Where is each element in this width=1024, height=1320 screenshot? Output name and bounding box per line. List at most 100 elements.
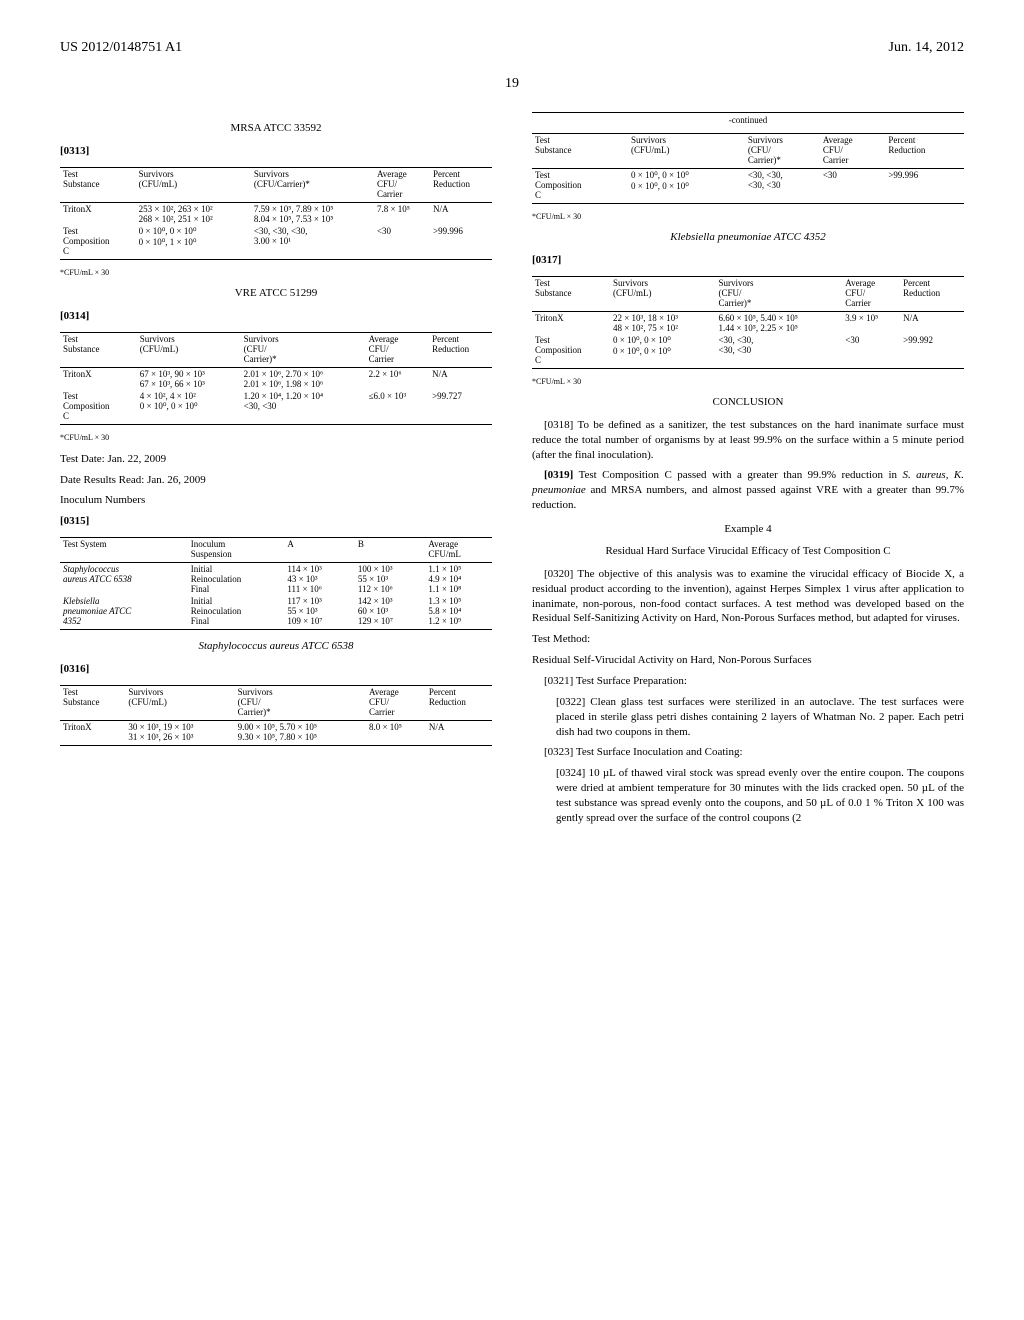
td: 67 × 10³, 90 × 10³67 × 10³, 66 × 10³: [137, 367, 241, 390]
para-0313: [0313]: [60, 144, 492, 159]
td: <30, <30,<30, <30: [745, 169, 820, 204]
th: TestSubstance: [60, 332, 137, 367]
td: 1.1 × 10⁵4.9 × 10⁴1.1 × 10⁸: [425, 563, 492, 596]
table-inoculum: Test System InoculumSuspension A B Avera…: [60, 537, 492, 630]
td: TritonX: [60, 367, 137, 390]
results-date: Date Results Read: Jan. 26, 2009: [60, 473, 492, 488]
td: 7.59 × 10⁵, 7.89 × 10⁵8.04 × 10⁵, 7.53 ×…: [251, 202, 374, 225]
inoculum-head: Inoculum Numbers: [60, 493, 492, 508]
td: <30: [820, 169, 885, 204]
td: Staphylococcusaureus ATCC 6538: [60, 563, 188, 596]
td: <30: [374, 225, 430, 260]
para-0318: [0318] To be defined as a sanitizer, the…: [532, 418, 964, 463]
td: TritonX: [532, 311, 610, 334]
td: InitialReinoculationFinal: [188, 595, 285, 630]
th: AverageCFU/Carrier: [374, 167, 430, 202]
td: 1.3 × 10⁵5.8 × 10⁴1.2 × 10⁹: [425, 595, 492, 630]
th: AverageCFU/Carrier: [820, 134, 885, 169]
td: 0 × 10⁰, 0 × 10⁰0 × 10⁰, 1 × 10⁰: [136, 225, 251, 260]
td: TestCompositionC: [60, 390, 137, 425]
td: <30: [842, 334, 900, 369]
th: TestSubstance: [60, 685, 125, 720]
para-0323: [0323] Test Surface Inoculation and Coat…: [532, 745, 964, 760]
para-0320: [0320] The objective of this analysis wa…: [532, 567, 964, 626]
footnote: *CFU/mL × 30: [60, 433, 492, 442]
th: AverageCFU/Carrier: [366, 332, 430, 367]
td: 117 × 10³55 × 10³109 × 10⁷: [284, 595, 354, 630]
th: TestSubstance: [60, 167, 136, 202]
para-0321: [0321] Test Surface Preparation:: [532, 674, 964, 689]
td: 2.2 × 10⁶: [366, 367, 430, 390]
th: Survivors(CFU/Carrier)*: [241, 332, 366, 367]
td: 100 × 10³55 × 10³112 × 10⁶: [355, 563, 425, 596]
td: 3.9 × 10⁵: [842, 311, 900, 334]
th: Survivors(CFU/Carrier)*: [235, 685, 366, 720]
td: >99.727: [429, 390, 492, 425]
td: 0 × 10⁰, 0 × 10⁰0 × 10⁰, 0 × 10⁰: [610, 334, 716, 369]
td: 2.01 × 10⁶, 2.70 × 10⁶2.01 × 10⁶, 1.98 ×…: [241, 367, 366, 390]
footnote: *CFU/mL × 30: [532, 212, 964, 221]
th: TestSubstance: [532, 276, 610, 311]
example-4-head: Example 4: [532, 523, 964, 535]
td: N/A: [430, 202, 492, 225]
residual-head: Residual Self-Virucidal Activity on Hard…: [532, 653, 964, 668]
kleb-title: Klebsiella pneumoniae ATCC 4352: [532, 231, 964, 243]
td: 22 × 10³, 18 × 10³48 × 10², 75 × 10²: [610, 311, 716, 334]
para-0319: [0319] Test Composition C passed with a …: [532, 468, 964, 513]
th: Survivors(CFU/mL): [125, 685, 234, 720]
table-mrsa: TestSubstance Survivors(CFU/mL) Survivor…: [60, 167, 492, 260]
th: B: [355, 538, 425, 563]
mrsa-title: MRSA ATCC 33592: [60, 122, 492, 134]
test-method-head: Test Method:: [532, 632, 964, 647]
page-header: US 2012/0148751 A1 Jun. 14, 2012: [60, 40, 964, 56]
td: TestCompositionC: [60, 225, 136, 260]
right-column: -continued TestSubstance Survivors(CFU/m…: [532, 112, 964, 832]
td: N/A: [900, 311, 964, 334]
staph-title: Staphylococcus aureus ATCC 6538: [60, 640, 492, 652]
footnote: *CFU/mL × 30: [60, 268, 492, 277]
th: A: [284, 538, 354, 563]
th: AverageCFU/Carrier: [366, 685, 426, 720]
td: TritonX: [60, 202, 136, 225]
td: 6.60 × 10⁵, 5.40 × 10⁵1.44 × 10⁵, 2.25 ×…: [715, 311, 842, 334]
th: Survivors(CFU/mL): [610, 276, 716, 311]
th: Survivors(CFU/mL): [136, 167, 251, 202]
th: PercentReduction: [426, 685, 492, 720]
td: ≤6.0 × 10³: [366, 390, 430, 425]
th: AverageCFU/Carrier: [842, 276, 900, 311]
example-4-sub: Residual Hard Surface Virucidal Efficacy…: [532, 545, 964, 557]
td: >99.992: [900, 334, 964, 369]
para-0314: [0314]: [60, 309, 492, 324]
td: Klebsiellapneumoniae ATCC4352: [60, 595, 188, 630]
td: 253 × 10², 263 × 10²268 × 10², 251 × 10²: [136, 202, 251, 225]
td: TestCompositionC: [532, 169, 628, 204]
th: PercentReduction: [900, 276, 964, 311]
th: Test System: [60, 538, 188, 563]
td: InitialReinoculationFinal: [188, 563, 285, 596]
para-0315: [0315]: [60, 514, 492, 529]
td: 9.00 × 10⁵, 5.70 × 10⁵9.30 × 10⁵, 7.80 ×…: [235, 720, 366, 745]
th: Survivors(CFU/mL): [137, 332, 241, 367]
th: Survivors(CFU/Carrier)*: [251, 167, 374, 202]
th: PercentReduction: [429, 332, 492, 367]
th: TestSubstance: [532, 134, 628, 169]
para-num: [0319]: [544, 469, 573, 481]
pub-number: US 2012/0148751 A1: [60, 40, 182, 56]
th: Survivors(CFU/Carrier)*: [745, 134, 820, 169]
text: Test Composition C passed with a greater…: [573, 469, 902, 481]
th: InoculumSuspension: [188, 538, 285, 563]
th: PercentReduction: [885, 134, 964, 169]
td: 142 × 10³60 × 10³129 × 10⁷: [355, 595, 425, 630]
th: PercentReduction: [430, 167, 492, 202]
td: 4 × 10², 4 × 10²0 × 10⁰, 0 × 10⁰: [137, 390, 241, 425]
td: TestCompositionC: [532, 334, 610, 369]
pub-date: Jun. 14, 2012: [889, 40, 964, 56]
table-vre: TestSubstance Survivors(CFU/mL) Survivor…: [60, 332, 492, 425]
td: 30 × 10³, 19 × 10³31 × 10³, 26 × 10³: [125, 720, 234, 745]
para-0322: [0322] Clean glass test surfaces were st…: [532, 695, 964, 740]
td: >99.996: [885, 169, 964, 204]
text: and MRSA numbers, and almost passed agai…: [532, 484, 964, 511]
th: AverageCFU/mL: [425, 538, 492, 563]
th: Survivors(CFU/mL): [628, 134, 745, 169]
td: >99.996: [430, 225, 492, 260]
